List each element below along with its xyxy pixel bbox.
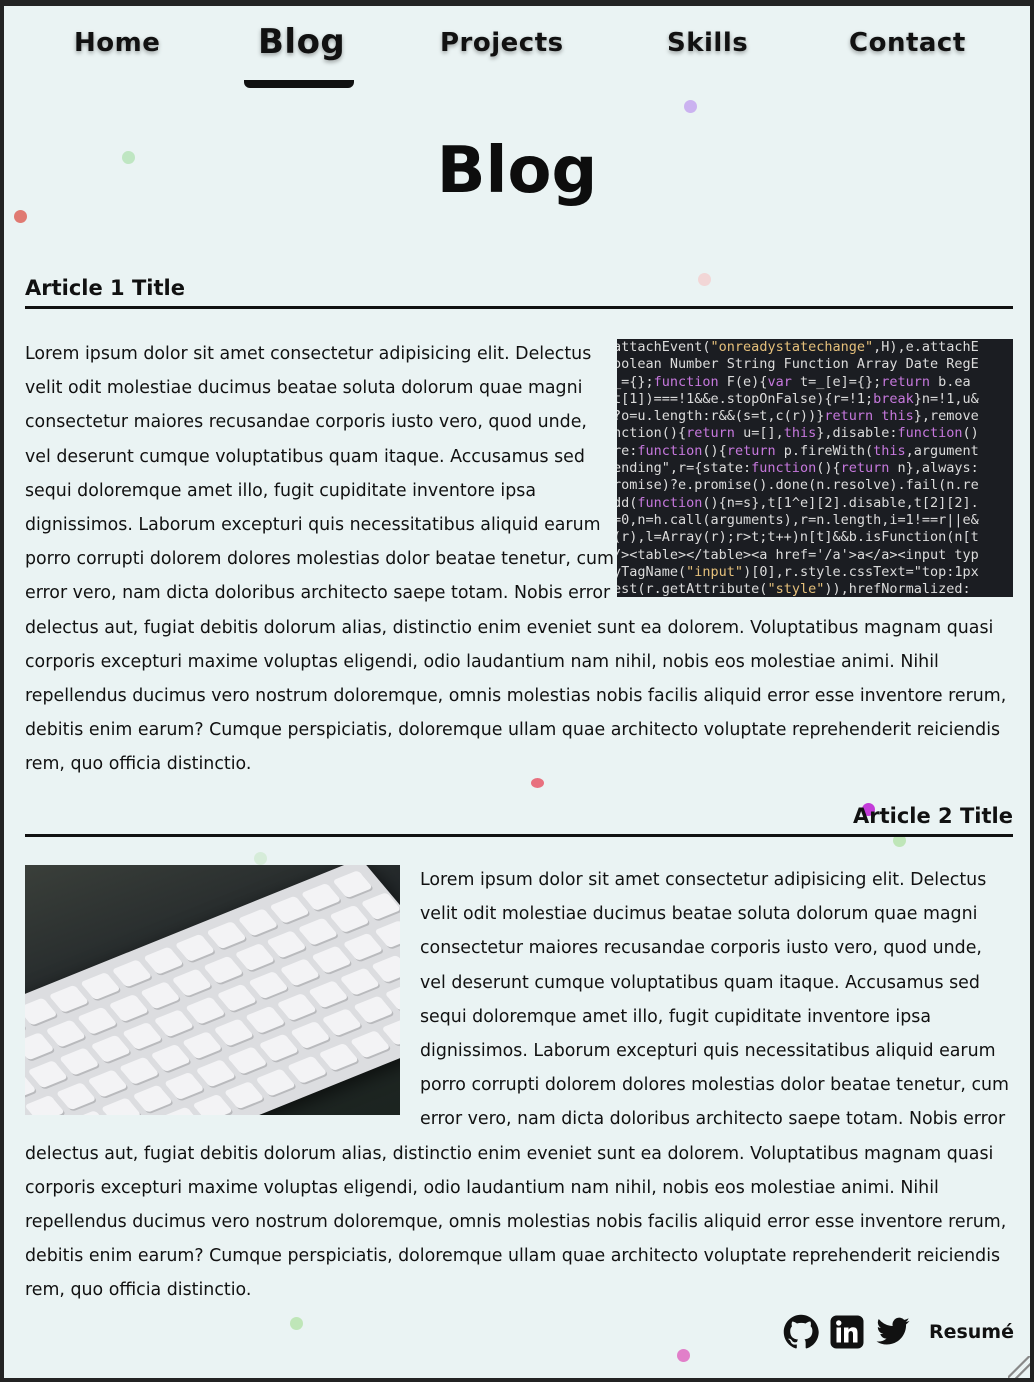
article-1-body: Lorem ipsum dolor sit amet consectetur a… (25, 344, 1007, 775)
keyboard-key (237, 908, 279, 937)
nav-home[interactable]: Home (74, 28, 161, 58)
keyboard-key (276, 992, 318, 1022)
keyboard-key (216, 983, 258, 1012)
keyboard-key (255, 1068, 297, 1097)
keyboard-key (226, 1046, 268, 1075)
nav-contact[interactable]: Contact (849, 28, 966, 58)
keyboard-key (171, 968, 213, 997)
article-1: attachEvent("onreadystatechange",H),e.at… (25, 337, 1013, 782)
decor-dot (677, 1349, 690, 1362)
keyboard-key (342, 932, 384, 961)
decor-dot (684, 100, 697, 113)
decor-dot (254, 852, 267, 865)
keyboard-key (258, 1033, 300, 1062)
keyboard-key (206, 921, 247, 950)
decor-dot (862, 803, 875, 816)
keyboard-key (25, 997, 58, 1026)
keyboard-key (153, 1009, 195, 1038)
keyboard-key (321, 1008, 363, 1037)
keyboard-key (121, 1021, 163, 1051)
top-nav: Home Blog Projects Skills Contact (4, 6, 1030, 96)
keyboard-key (289, 1020, 331, 1050)
linkedin-icon[interactable] (829, 1314, 865, 1350)
keyboard-key (192, 1093, 234, 1115)
decor-dot (698, 273, 711, 286)
article-2-image (25, 865, 400, 1115)
page-title: Blog (436, 134, 598, 208)
article-1-image: attachEvent("onreadystatechange",H),e.at… (617, 339, 1013, 597)
keyboard-key (90, 1034, 132, 1063)
keyboard-key (58, 1047, 100, 1076)
keyboard-key (45, 1019, 87, 1048)
keyboard-shape (25, 865, 400, 1115)
keyboard-key (184, 996, 226, 1025)
decor-dot (531, 778, 544, 788)
page: Home Blog Projects Skills Contact Blog A… (4, 6, 1030, 1378)
active-nav-underline (244, 80, 354, 88)
article-2-body: Lorem ipsum dolor sit amet consectetur a… (25, 870, 1009, 1301)
footer: Resumé (783, 1314, 1014, 1350)
keyboard-key (311, 945, 352, 974)
keyboard-key (352, 995, 394, 1024)
resume-link[interactable]: Resumé (928, 1321, 1014, 1343)
keyboard-key (181, 1031, 223, 1060)
keyboard-key (339, 967, 381, 996)
nav-skills[interactable]: Skills (667, 28, 749, 58)
decor-dot (14, 210, 27, 223)
decor-dot (122, 151, 135, 164)
keyboard-key (279, 958, 321, 987)
keyboard-key (269, 895, 310, 924)
keyboard-key (143, 946, 184, 975)
article-1-title: Article 1 Title (25, 276, 1013, 309)
decor-dot (893, 834, 906, 847)
keyboard-key (55, 1082, 97, 1111)
keyboard-key (195, 1059, 237, 1088)
keyboard-key (27, 1060, 69, 1089)
decor-dot (290, 1317, 303, 1330)
keyboard-key (202, 955, 244, 984)
keyboard-key (360, 892, 400, 921)
keyboard-key (150, 1043, 192, 1073)
keyboard-key (300, 882, 342, 912)
keyboard-key (286, 1055, 328, 1084)
keyboard-key (318, 1042, 360, 1072)
keyboard-key (244, 1005, 286, 1034)
keyboard-key (349, 1030, 391, 1059)
article-2-title: Article 2 Title (25, 804, 1013, 837)
nav-blog[interactable]: Blog (258, 22, 346, 62)
resize-handle[interactable] (1008, 1356, 1030, 1378)
keyboard-key (25, 1094, 66, 1115)
keyboard-key (223, 1081, 265, 1110)
twitter-icon[interactable] (875, 1314, 911, 1350)
keyboard-key (234, 943, 276, 972)
keyboard-key (111, 959, 153, 988)
keyboard-key (87, 1069, 129, 1098)
keyboard-key (332, 870, 374, 899)
keyboard-key (174, 933, 216, 962)
keyboard-key (48, 984, 90, 1013)
keyboard-key (132, 1084, 174, 1113)
article-2: Lorem ipsum dolor sit amet consectetur a… (25, 863, 1013, 1308)
keyboard-key (108, 993, 150, 1023)
keyboard-key (213, 1018, 255, 1047)
keyboard-key (307, 980, 349, 1009)
keyboard-key (329, 904, 370, 934)
keyboard-key (265, 930, 307, 959)
keyboard-key (139, 981, 181, 1010)
code-snippet: attachEvent("onreadystatechange",H),e.at… (617, 339, 979, 597)
github-icon[interactable] (783, 1314, 819, 1350)
nav-projects[interactable]: Projects (440, 28, 564, 58)
keyboard-key (297, 917, 339, 946)
keyboard-key (163, 1071, 205, 1101)
keyboard-key (247, 970, 289, 1000)
keyboard-key (76, 1006, 118, 1035)
keyboard-key (118, 1056, 160, 1085)
keyboard-key (79, 971, 121, 1001)
